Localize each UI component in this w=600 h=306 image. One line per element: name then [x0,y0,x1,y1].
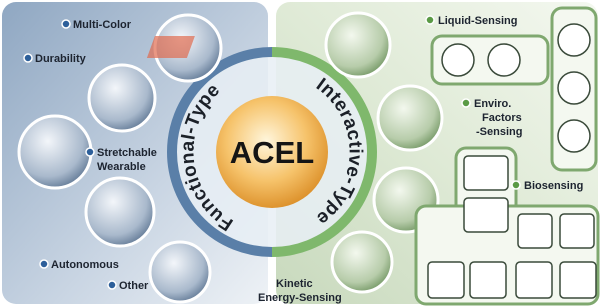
bullet [40,260,48,268]
bullet [24,54,32,62]
item-label: Biosensing [524,180,583,192]
item-label: Energy-Sensing [258,292,342,304]
icon [464,198,508,232]
item-label: Liquid-Sensing [438,15,517,27]
center-label: ACEL [230,135,314,170]
image [19,116,91,188]
bullet [462,99,470,107]
bullet [62,20,70,28]
icon [428,262,464,298]
bullet [108,281,116,289]
item-label: Other [119,280,149,292]
item-label: Durability [35,53,87,65]
image [147,36,195,58]
icon [516,262,552,298]
icon [558,72,590,104]
image [89,65,155,131]
image [86,178,154,246]
icon [560,214,594,248]
icon [518,214,552,248]
item-label: Kinetic [276,278,313,290]
item-label: Enviro. [474,98,511,110]
item-label: Autonomous [51,259,119,271]
image [150,242,210,302]
bullet [512,181,520,189]
item-label: Stretchable [97,147,157,159]
icon [488,44,520,76]
item-label: Wearable [97,161,146,173]
bullet [426,16,434,24]
image [326,13,390,77]
item-label: Factors [482,112,522,124]
item-label: Multi-Color [73,19,132,31]
icon [464,156,508,190]
icon [560,262,596,298]
icon [558,120,590,152]
icon [558,24,590,56]
icon [470,262,506,298]
diagram: ACEL Functional-Type Interactive-Type Mu… [0,0,600,306]
image [378,86,442,150]
icon [442,44,474,76]
image [332,232,392,292]
bullet [86,148,94,156]
item-label: -Sensing [476,126,522,138]
